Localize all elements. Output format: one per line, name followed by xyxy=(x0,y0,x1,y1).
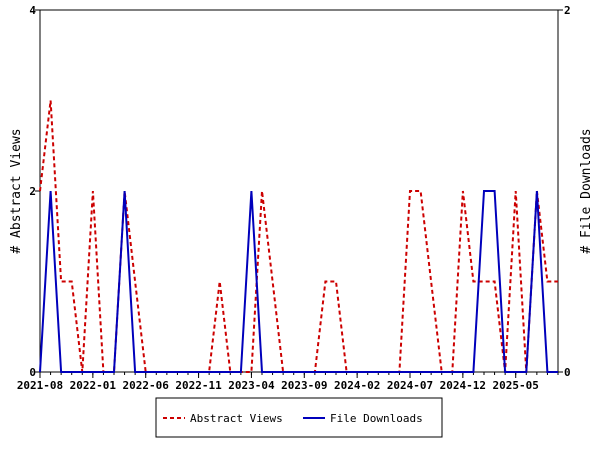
x-tick-label: 2022-06 xyxy=(123,379,170,392)
x-tick-label: 2024-12 xyxy=(440,379,486,392)
series-abstract-views xyxy=(39,100,558,373)
x-tick-label: 2022-01 xyxy=(70,379,117,392)
x-tick-label: 2023-04 xyxy=(228,379,275,392)
x-tick-label: 2024-02 xyxy=(334,379,380,392)
x-tick-label: 2021-08 xyxy=(17,379,63,392)
y-left-tick-label: 2 xyxy=(29,185,36,198)
legend-label-file-downloads: File Downloads xyxy=(330,412,423,425)
x-tick-label: 2022-11 xyxy=(175,379,222,392)
legend: Abstract Views File Downloads xyxy=(155,397,443,438)
x-tick-label: 2025-05 xyxy=(493,379,539,392)
x-tick-label: 2024-07 xyxy=(387,379,433,392)
x-tick-label: 2023-09 xyxy=(281,379,327,392)
legend-label-abstract-views: Abstract Views xyxy=(190,412,283,425)
series-file-downloads xyxy=(39,190,558,373)
y-left-tick-label: 0 xyxy=(29,366,36,379)
y-right-tick-label: 0 xyxy=(564,366,571,379)
y-axis-right-label: # File Downloads xyxy=(579,128,594,253)
y-left-tick-label: 4 xyxy=(29,4,36,17)
y-axis-left-label: # Abstract Views xyxy=(9,128,24,253)
y-right-tick-label: 2 xyxy=(564,4,571,17)
